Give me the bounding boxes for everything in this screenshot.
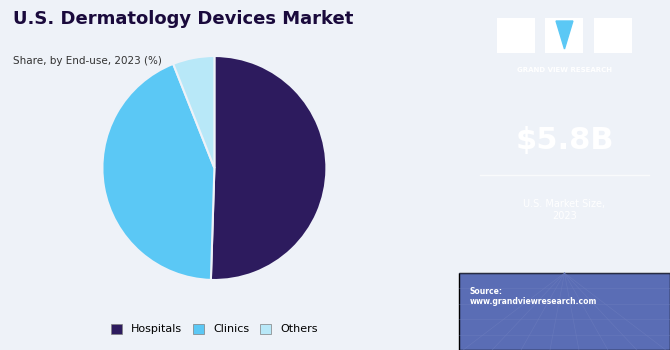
FancyBboxPatch shape xyxy=(594,18,632,52)
Wedge shape xyxy=(103,64,214,280)
FancyBboxPatch shape xyxy=(497,18,535,52)
FancyBboxPatch shape xyxy=(545,18,584,52)
Wedge shape xyxy=(211,56,326,280)
FancyBboxPatch shape xyxy=(459,273,670,350)
Text: Share, by End-use, 2023 (%): Share, by End-use, 2023 (%) xyxy=(13,56,162,66)
Polygon shape xyxy=(556,21,573,49)
Legend: Hospitals, Clinics, Others: Hospitals, Clinics, Others xyxy=(107,319,322,339)
Text: U.S. Market Size,
2023: U.S. Market Size, 2023 xyxy=(523,199,606,221)
Text: GRAND VIEW RESEARCH: GRAND VIEW RESEARCH xyxy=(517,66,612,72)
Text: U.S. Dermatology Devices Market: U.S. Dermatology Devices Market xyxy=(13,10,354,28)
Wedge shape xyxy=(173,56,214,168)
Text: $5.8B: $5.8B xyxy=(515,126,614,154)
Text: Source:
www.grandviewresearch.com: Source: www.grandviewresearch.com xyxy=(470,287,597,306)
